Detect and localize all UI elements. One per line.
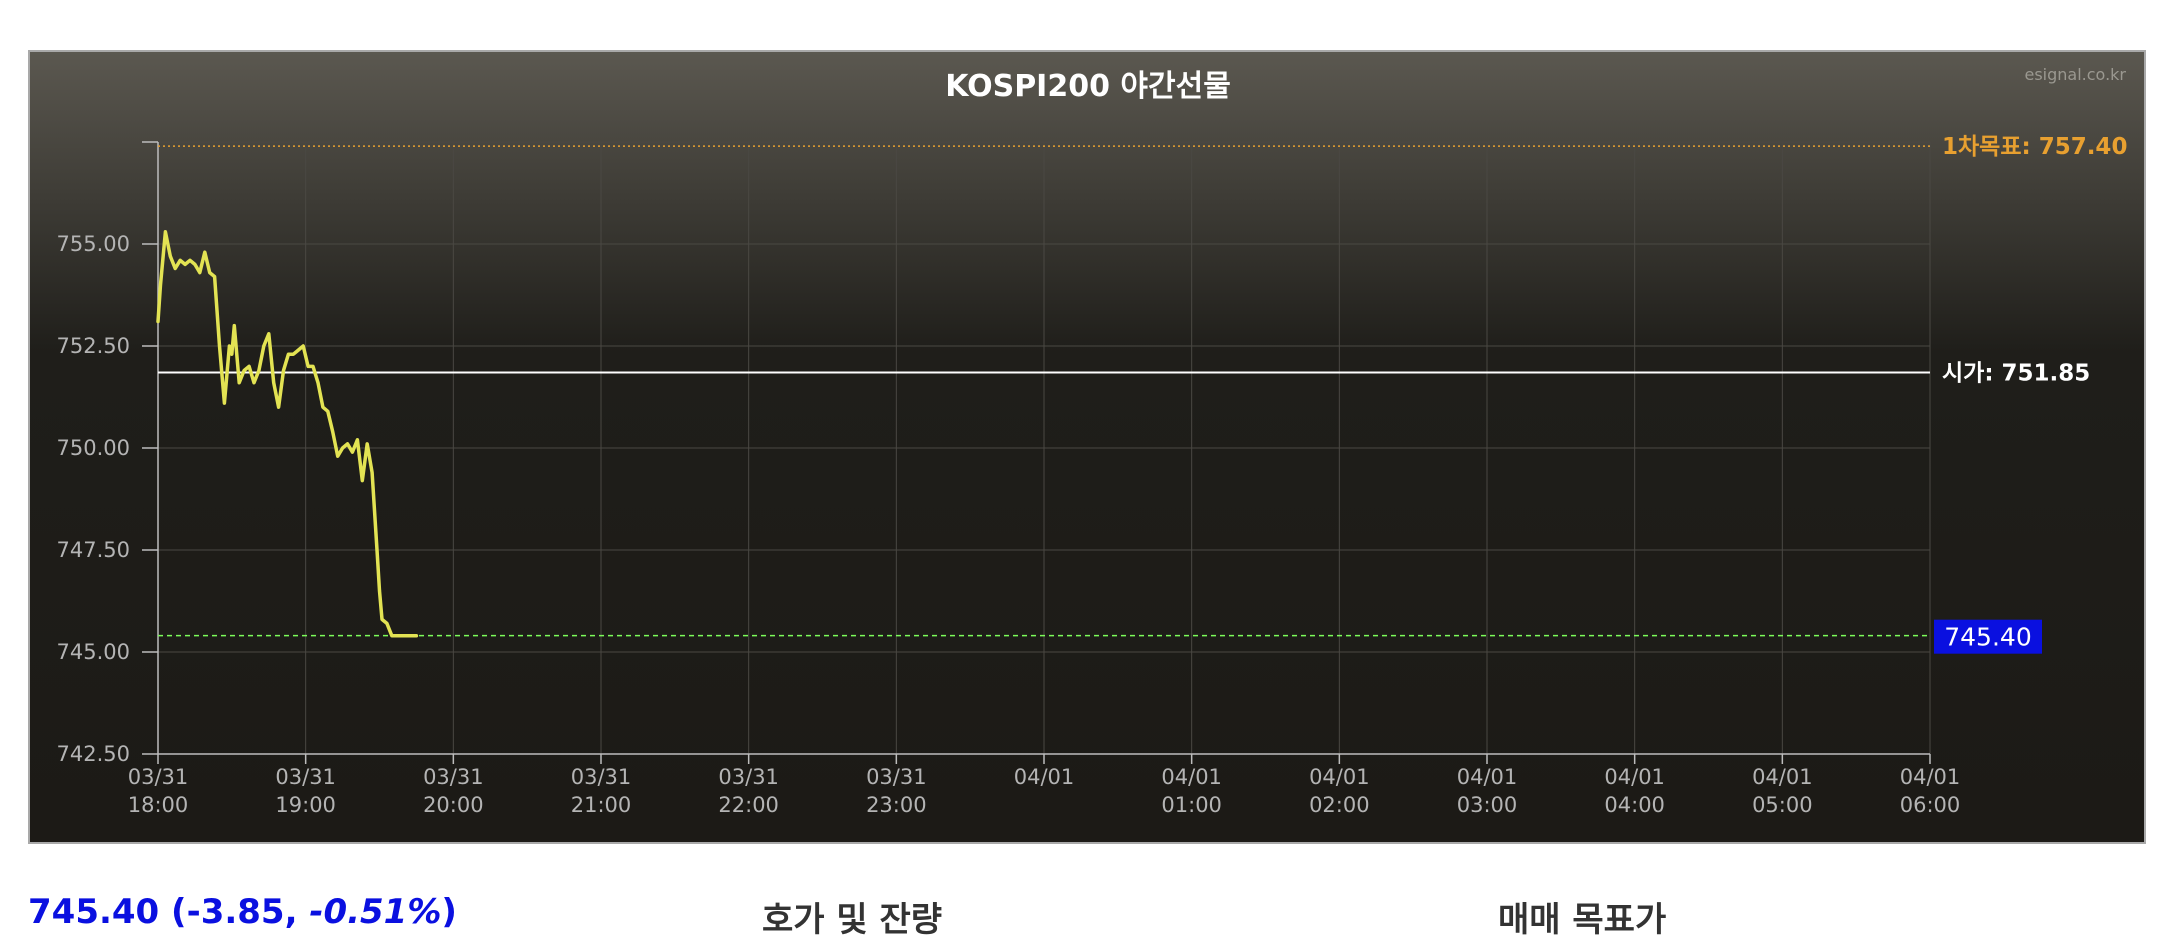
y-tick-label: 752.50 — [57, 334, 130, 358]
x-tick-date: 04/01 — [1900, 765, 1961, 789]
y-tick-label: 755.00 — [57, 232, 130, 256]
x-tick-time: 05:00 — [1752, 793, 1813, 817]
y-tick-label: 750.00 — [57, 436, 130, 460]
x-tick-date: 04/01 — [1309, 765, 1370, 789]
reference-label: 1차목표: 757.40 — [1942, 134, 2127, 160]
y-tick-label: 742.50 — [57, 742, 130, 766]
watermark: esignal.co.kr — [2025, 65, 2127, 84]
x-tick-date: 04/01 — [1014, 765, 1075, 789]
price-close-paren: ) — [441, 892, 457, 932]
x-tick-time: 22:00 — [718, 793, 779, 817]
x-tick-time: 06:00 — [1900, 793, 1961, 817]
price-series-line — [156, 230, 419, 638]
x-tick-time: 21:00 — [571, 793, 632, 817]
price-chart: KOSPI200 야간선물 esignal.co.kr 742.50 745.00… — [30, 52, 2144, 842]
series-layer — [156, 230, 419, 638]
price-change-percent: -0.51% — [309, 892, 442, 932]
x-tick-date: 03/31 — [128, 765, 189, 789]
price-change: 745.40 (-3.85, — [28, 892, 310, 932]
x-tick-date: 03/31 — [571, 765, 632, 789]
price-summary: 745.40 (-3.85, -0.51%) — [28, 892, 457, 932]
x-tick-date: 03/31 — [866, 765, 927, 789]
x-tick-time: 19:00 — [275, 793, 336, 817]
x-tick-date: 03/31 — [275, 765, 336, 789]
chart-panel: KOSPI200 야간선물 esignal.co.kr 742.50 745.00… — [28, 50, 2146, 844]
last-price-label: 745.40 — [1944, 623, 2031, 652]
x-tick-date: 04/01 — [1752, 765, 1813, 789]
last-price-badge — [1934, 619, 2042, 654]
axes: 742.50 745.00 747.50 750.00 752.50 755.00 03/3… — [57, 141, 1961, 817]
chart-title: KOSPI200 야간선물 — [945, 69, 1231, 104]
reference-label: 시가: 751.85 — [1942, 361, 2090, 387]
x-tick-time: 04:00 — [1604, 793, 1665, 817]
x-tick-time: 18:00 — [128, 793, 189, 817]
orderbook-title: 호가 및 잔량 — [762, 900, 943, 940]
target-price-title: 매매 목표가 — [1498, 900, 1667, 940]
x-tick-time: 23:00 — [866, 793, 927, 817]
grid — [157, 141, 1931, 755]
x-tick-date: 04/01 — [1604, 765, 1665, 789]
x-tick-time: 02:00 — [1309, 793, 1370, 817]
chart-background — [30, 52, 2144, 842]
x-tick-date: 04/01 — [1161, 765, 1222, 789]
y-tick-label: 747.50 — [57, 538, 130, 562]
x-tick-date: 04/01 — [1457, 765, 1518, 789]
x-tick-date: 03/31 — [718, 765, 779, 789]
x-tick-time: 20:00 — [423, 793, 484, 817]
x-tick-time: 01:00 — [1161, 793, 1222, 817]
y-tick-label: 745.00 — [57, 640, 130, 664]
x-tick-time: 03:00 — [1457, 793, 1518, 817]
x-tick-date: 03/31 — [423, 765, 484, 789]
reference-lines: 1차목표: 757.40 시가: 751.85 745.40 — [158, 134, 2127, 654]
